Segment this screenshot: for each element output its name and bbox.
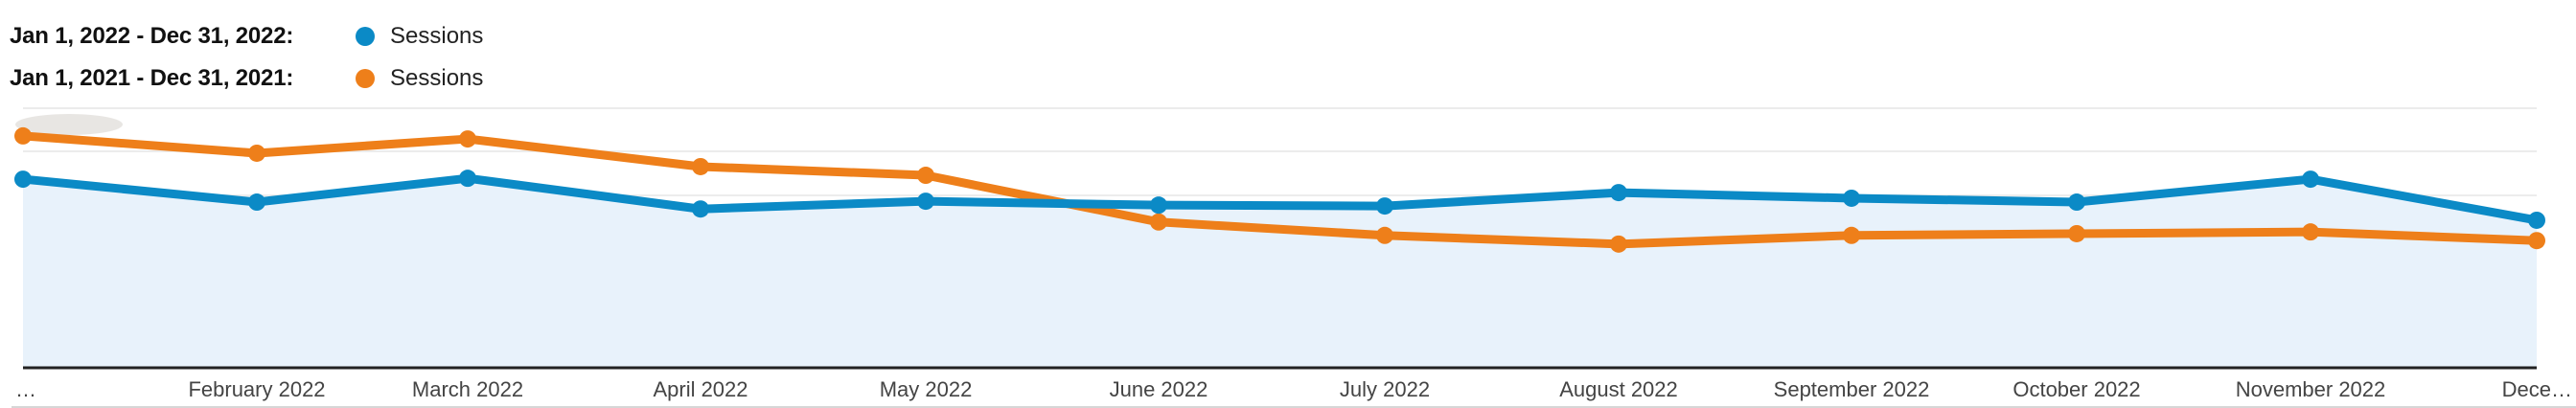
series-2021-point[interactable]	[2528, 232, 2545, 250]
series-2022-area	[23, 178, 2537, 368]
legend-dot-icon	[356, 69, 375, 88]
legend-item-2021[interactable]: Jan 1, 2021 - Dec 31, 2021: Sessions	[10, 57, 483, 100]
data-points[interactable]	[14, 126, 2545, 253]
series-2021-point[interactable]	[1610, 235, 1627, 253]
x-axis-label: May 2022	[880, 377, 973, 401]
x-axis-label: August 2022	[1559, 377, 1678, 401]
series-2022-point[interactable]	[917, 193, 934, 211]
legend-range-label: Jan 1, 2021 - Dec 31, 2021:	[10, 65, 294, 91]
series-2022-point[interactable]	[2528, 211, 2545, 229]
series-2022-point[interactable]	[2068, 193, 2085, 212]
x-axis-label: November 2022	[2236, 377, 2386, 401]
series-2021-point[interactable]	[14, 126, 32, 145]
legend-metric-label: Sessions	[390, 65, 484, 91]
series-2022-point[interactable]	[14, 170, 32, 189]
series-2021-point[interactable]	[1376, 226, 1393, 244]
series-2021-point[interactable]	[248, 144, 265, 162]
series-2022-point[interactable]	[1843, 189, 1860, 207]
series-2021-point[interactable]	[1150, 213, 1167, 231]
series-2021-point[interactable]	[459, 130, 476, 148]
x-axis-label: February 2022	[188, 377, 325, 401]
series-2022-point[interactable]	[692, 200, 709, 218]
legend-item-2022[interactable]: Jan 1, 2022 - Dec 31, 2022: Sessions	[10, 15, 483, 57]
series-2021-point[interactable]	[2068, 224, 2085, 242]
series-2022-point[interactable]	[1376, 197, 1393, 215]
series-2022-point[interactable]	[2302, 170, 2319, 189]
x-axis-label: …	[15, 377, 36, 401]
x-axis-label: March 2022	[412, 377, 523, 401]
x-axis-label: June 2022	[1110, 377, 1208, 401]
series-2022-line[interactable]	[18, 173, 2542, 225]
x-axis-label: April 2022	[653, 377, 748, 401]
series-2021-point[interactable]	[1843, 226, 1860, 244]
tooltip-blob	[15, 114, 123, 135]
x-axis-label: September 2022	[1774, 377, 1930, 401]
x-axis-label: July 2022	[1340, 377, 1430, 401]
legend-range-label: Jan 1, 2022 - Dec 31, 2022:	[10, 23, 294, 49]
series-2022-point[interactable]	[248, 193, 265, 212]
series-2022-point[interactable]	[459, 170, 476, 188]
series-2022-point[interactable]	[1610, 184, 1627, 202]
series-2021-line[interactable]	[18, 131, 2542, 249]
series-2021-point[interactable]	[917, 167, 934, 185]
legend: Jan 1, 2022 - Dec 31, 2022: Sessions Jan…	[10, 15, 483, 100]
legend-dot-icon	[356, 27, 375, 46]
series-2021-point[interactable]	[692, 157, 709, 175]
x-axis-label: October 2022	[2012, 377, 2140, 401]
series-2021-point[interactable]	[2302, 223, 2319, 241]
x-axis-labels: … February 2022 March 2022 April 2022 May 20…	[15, 377, 2572, 401]
legend-metric-label: Sessions	[390, 23, 484, 49]
x-axis-label: Dece…	[2502, 377, 2572, 401]
series-2022-point[interactable]	[1150, 196, 1167, 215]
